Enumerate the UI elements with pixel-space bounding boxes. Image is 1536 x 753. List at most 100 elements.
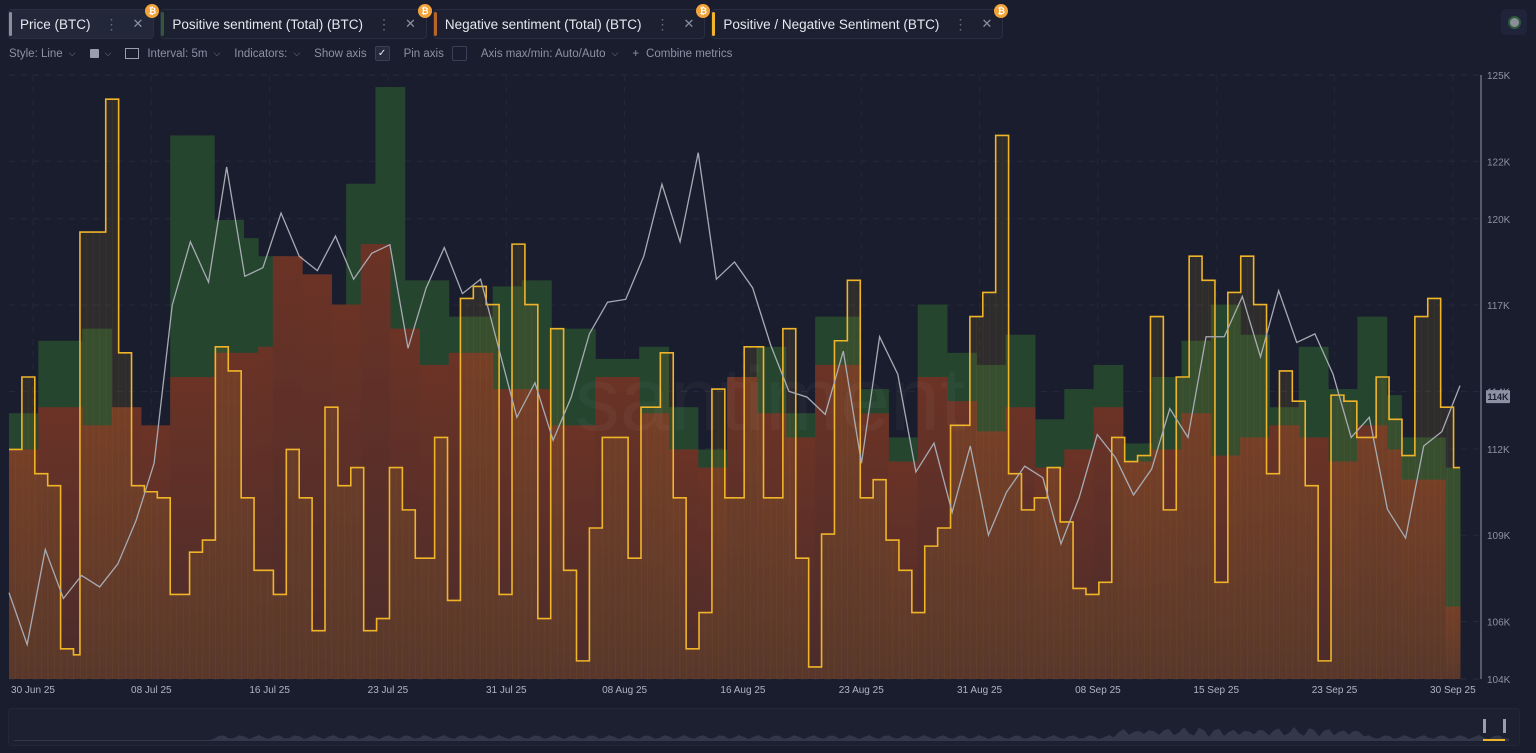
ratio-fill-bar	[679, 497, 687, 679]
ratio-fill-bar	[170, 594, 178, 679]
negative-sentiment-bar	[331, 304, 347, 679]
series-color-bar	[712, 12, 716, 36]
axis-minmax-dropdown[interactable]: Axis max/min: Auto/Auto ⌵	[481, 48, 618, 60]
ratio-step-line	[9, 98, 1460, 668]
negative-sentiment-bar	[1093, 407, 1109, 679]
ratio-fill-bar	[802, 558, 810, 679]
ratio-fill-bar	[292, 449, 300, 679]
x-tick-label: 16 Jul 25	[249, 685, 290, 696]
ratio-fill-bar	[589, 528, 597, 679]
ratio-fill-bar	[1163, 509, 1171, 679]
close-icon[interactable]: ✕	[683, 16, 695, 31]
ratio-fill-bar	[1234, 292, 1242, 679]
close-icon[interactable]: ✕	[404, 16, 416, 31]
negative-sentiment-bar	[727, 377, 743, 679]
ratio-fill-bar	[750, 346, 758, 679]
ratio-fill-bar	[1427, 298, 1435, 679]
negative-sentiment-bar	[1342, 461, 1358, 679]
negative-sentiment-bar	[111, 407, 127, 679]
interval-dropdown[interactable]: Interval: 5m ⌵	[125, 48, 220, 60]
negative-sentiment-bar	[287, 256, 303, 679]
x-tick-label: 30 Jun 25	[11, 685, 55, 696]
negative-sentiment-bar	[653, 413, 670, 679]
metric-tabs: Price (BTC) ⋮ ✕ ₿ Positive sentiment (To…	[8, 4, 1009, 39]
chart-canvas[interactable]: 125K 122K 120K 117K 114K 112K 109K 106K 104K 30 J…	[0, 60, 1536, 700]
negative-sentiment-bar	[683, 449, 699, 679]
range-selection[interactable]	[1483, 739, 1505, 741]
ratio-fill-bar	[1060, 521, 1068, 679]
color-dropdown[interactable]: ⌵	[89, 48, 111, 59]
negative-sentiment-bar	[829, 364, 845, 679]
ratio-fill-bar	[1272, 473, 1280, 679]
x-tick-label: 15 Sep 25	[1193, 685, 1239, 696]
ratio-fill-bar	[137, 485, 145, 679]
color-swatch-icon	[89, 49, 99, 58]
ratio-fill-bar	[744, 346, 752, 679]
y-tick-label: 109K	[1487, 531, 1511, 542]
ratio-fill-bar	[1337, 395, 1345, 679]
ratio-fill-bar	[73, 654, 81, 679]
ratio-fill-bar	[15, 449, 23, 679]
metric-tab-label: Positive sentiment (Total) (BTC)	[172, 16, 363, 32]
negative-sentiment-bar	[521, 389, 538, 679]
combine-metrics-button[interactable]: + Combine metrics	[632, 48, 732, 60]
ratio-fill-bar	[544, 618, 552, 679]
show-axis-toggle[interactable]: Show axis ✓	[314, 46, 390, 61]
ratio-fill-bar	[1305, 485, 1313, 679]
close-icon[interactable]: ✕	[981, 16, 993, 31]
ratio-fill-bar	[1079, 588, 1087, 679]
ratio-fill-bar	[1169, 509, 1177, 679]
ratio-fill-bar	[1279, 370, 1287, 679]
ratio-fill-bar	[1189, 256, 1197, 679]
negative-sentiment-bar	[9, 449, 25, 679]
ratio-fill-bar	[944, 528, 952, 679]
ratio-fill-bar	[512, 244, 519, 679]
ratio-fill-bar	[421, 558, 429, 679]
pin-axis-toggle[interactable]: Pin axis	[404, 46, 467, 61]
x-tick-label: 23 Aug 25	[839, 685, 884, 696]
pin-axis-checkbox[interactable]	[451, 46, 467, 61]
ratio-fill-bar	[357, 467, 365, 679]
ratio-fill-bar	[486, 304, 494, 679]
ratio-fill-bar	[28, 377, 36, 679]
style-dropdown[interactable]: Style: Line ⌵	[9, 48, 76, 60]
ratio-fill-bar	[615, 437, 623, 679]
ratio-fill-bar	[9, 449, 16, 679]
close-icon[interactable]: ✕	[132, 16, 144, 31]
ratio-fill-bar	[898, 570, 906, 679]
range-handle-right[interactable]	[1503, 719, 1506, 733]
navigator-svg	[14, 719, 1509, 741]
metric-tab[interactable]: Positive / Negative Sentiment (BTC) ⋮ ✕ …	[711, 4, 1009, 39]
ratio-fill-bar	[41, 473, 49, 679]
series-color-bar	[9, 12, 12, 36]
range-handle-left[interactable]	[1483, 719, 1486, 733]
metric-tab[interactable]: Positive sentiment (Total) (BTC) ⋮ ✕ ₿	[160, 4, 432, 39]
more-options-icon[interactable]: ⋮	[953, 15, 968, 32]
ratio-fill-bar	[144, 491, 152, 679]
metric-tab[interactable]: Negative sentiment (Total) (BTC) ⋮ ✕ ₿	[432, 4, 711, 39]
ratio-fill-bar	[60, 648, 68, 679]
ratio-fill-bar	[47, 485, 55, 679]
ratio-fill-bar	[395, 467, 403, 679]
ratio-fill-bar	[576, 660, 584, 679]
more-options-icon[interactable]: ⋮	[376, 15, 391, 32]
settings-button[interactable]	[1501, 9, 1527, 35]
navigator-minimap[interactable]	[8, 708, 1520, 746]
ratio-fill-bar	[969, 316, 977, 679]
ratio-fill-bar	[1382, 377, 1390, 679]
indicators-dropdown[interactable]: Indicators: ⌵	[234, 48, 300, 60]
negative-sentiment-bar	[1386, 449, 1402, 679]
ratio-fill-bar	[273, 594, 281, 679]
ratio-fill-bar	[847, 280, 855, 679]
negative-sentiment-bar	[346, 304, 362, 679]
negative-sentiment-bar	[536, 389, 552, 679]
negative-sentiment-bar	[492, 389, 508, 679]
more-options-icon[interactable]: ⋮	[655, 15, 670, 32]
ratio-fill-bar	[937, 528, 945, 679]
show-axis-checkbox[interactable]: ✓	[374, 46, 390, 61]
ratio-fill-bar	[699, 612, 706, 679]
metric-tab[interactable]: Price (BTC) ⋮ ✕ ₿	[8, 4, 160, 39]
more-options-icon[interactable]: ⋮	[104, 15, 119, 32]
ratio-fill-bar	[853, 280, 861, 679]
x-tick-label: 08 Jul 25	[131, 685, 172, 696]
